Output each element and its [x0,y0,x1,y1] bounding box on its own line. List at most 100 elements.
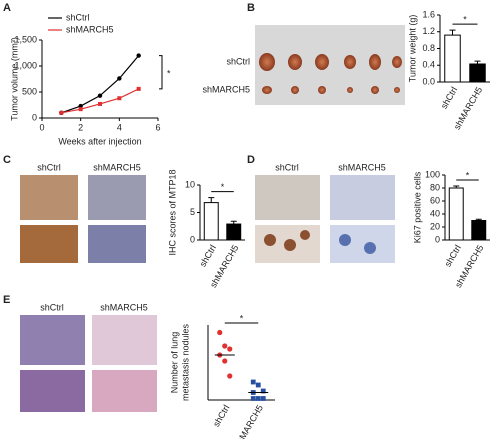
image-label: shMARCH5 [338,162,386,172]
y-axis-label: Number of lung [169,332,179,394]
y-axis-label: Ki67 positive cells [412,171,422,243]
legend-label: shMARCH5 [66,24,114,34]
ihc-zoom [20,225,78,263]
ki67-image [330,175,395,220]
significance: * [463,14,467,24]
bar [226,223,242,241]
image-label: shMARCH5 [202,84,250,94]
point [117,76,122,81]
ki67-zoom [330,225,395,263]
panel-label: D [247,154,255,166]
significance: * [466,170,470,180]
ki67-image [255,175,320,220]
y-tick-label: 5 [190,207,195,217]
point [250,396,256,401]
point [78,107,83,112]
significance: * [167,69,171,79]
image-label: shCtrl [40,302,64,312]
panel-label: E [3,294,10,306]
error-bar [474,60,481,64]
x-tick-label: 0 [39,122,44,132]
error-bar [230,220,237,225]
ihc-zoom [88,225,146,263]
y-axis-label: Tumor volume (mm³) [9,37,19,121]
point [217,329,223,336]
x-tick-label: shCtrl [198,243,218,268]
x-tick-label: 6 [155,122,160,132]
panel-label: A [3,2,11,14]
bar [469,63,486,83]
y-tick-label: 500 [22,86,37,96]
point [98,101,102,106]
x-tick-label: shMARCH5 [233,403,265,439]
y-tick-label: 40 [430,208,440,218]
image-label: shCtrl [226,56,250,66]
x-tick-label: shCtrl [211,403,231,428]
point [136,53,141,58]
y-axis-label: Tumor weight (g) [407,15,417,83]
y-tick-label: 1.2 [422,26,435,36]
point [78,103,83,109]
point [255,382,261,388]
y-tick-label: 20 [430,221,440,231]
lung-image [92,315,157,365]
x-tick-label: 2 [78,122,83,132]
point [97,93,103,98]
x-tick-label: 4 [117,122,122,132]
point [260,396,266,401]
error-bar [453,185,460,188]
y-tick-label: 0.0 [422,76,435,86]
nuclei [264,230,310,251]
error-bar [449,29,456,36]
point [250,379,256,385]
point [222,343,228,349]
y-tick-label: 1,500 [14,34,37,44]
image-label: shMARCH5 [100,302,148,312]
nuclei [339,234,376,254]
tumors [259,53,402,94]
point [117,96,122,101]
ihc-image [20,175,78,220]
point [136,86,141,91]
y-axis-label: metastasis nodules [180,323,190,401]
bar [444,34,461,83]
lung-zoom [92,370,157,412]
y-axis-label: IHC scores of MTP18 [167,169,177,255]
panel-label: B [247,2,255,14]
y-tick-label: 1,000 [14,60,37,70]
x-tick-label: shCtrl [439,85,459,110]
y-tick-label: 100 [425,169,440,179]
x-axis-label: Weeks after injection [58,136,141,146]
y-tick-label: 0.8 [422,43,435,53]
significance: * [221,182,225,192]
point [227,373,233,379]
lung-image [20,315,85,365]
bar [471,220,487,241]
point [222,358,228,364]
error-bar [475,218,482,221]
image-label: shMARCH5 [93,162,141,172]
y-tick-label: 80 [430,182,440,192]
y-tick-label: 0 [190,234,195,244]
y-tick-label: 60 [430,195,440,205]
image-label: shCtrl [37,162,61,172]
ihc-image [88,175,146,220]
x-tick-label: shCtrl [443,243,463,268]
bar [203,202,219,241]
point [255,396,261,401]
y-tick-label: 0 [32,112,37,122]
point [260,388,266,394]
significance: * [240,313,244,323]
significance-bracket [159,55,163,90]
lung-zoom [20,370,85,412]
bar [448,187,464,241]
error-bar [208,197,215,203]
image-label: shCtrl [275,162,299,172]
y-tick-label: 1.6 [422,9,435,19]
y-tick-label: 10 [185,179,195,189]
tumor-photo [255,25,405,105]
y-tick-label: 0 [435,234,440,244]
legend-label: shCtrl [66,12,90,22]
point [59,110,64,115]
